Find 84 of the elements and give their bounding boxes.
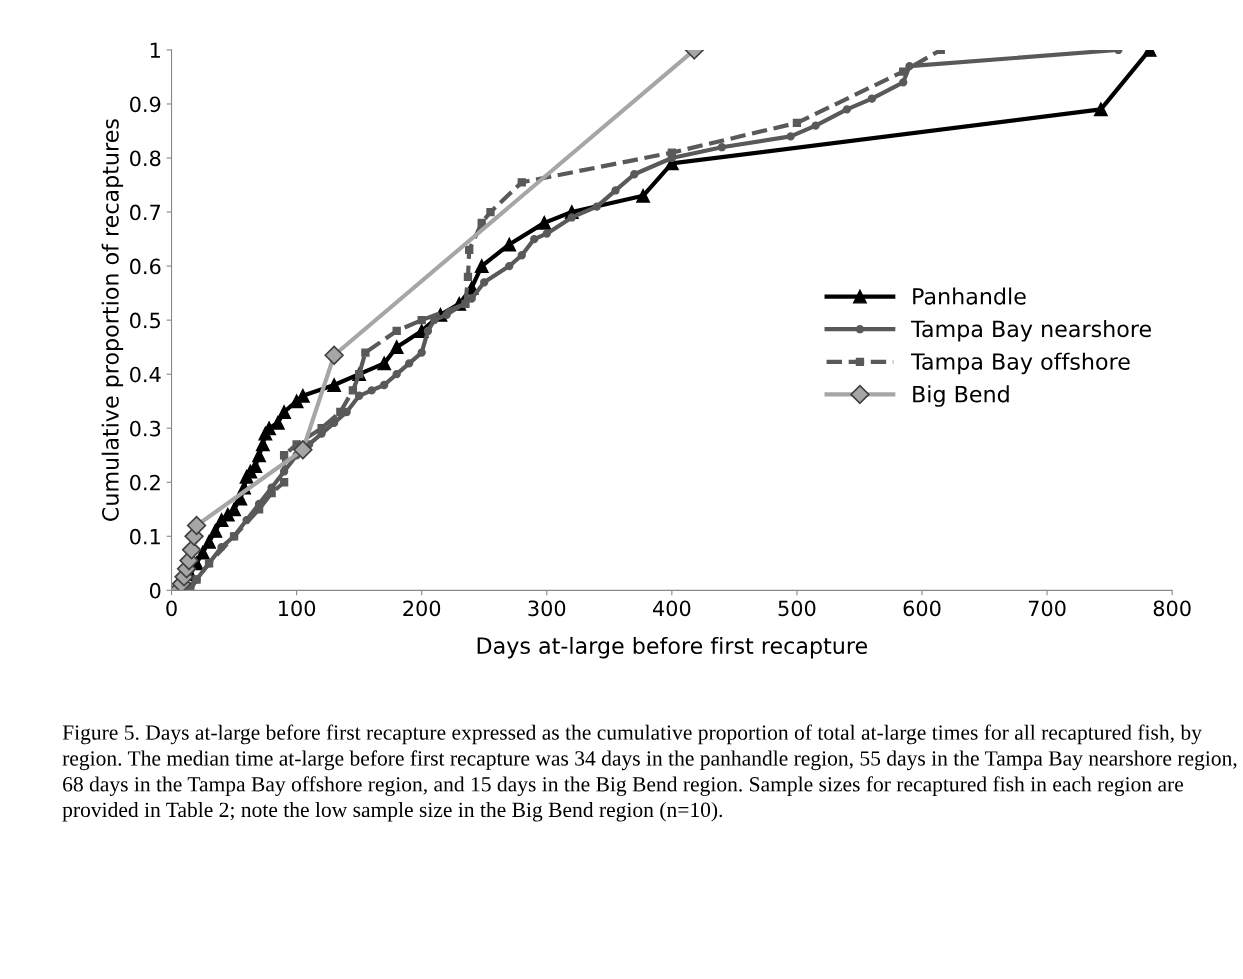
y-axis-title: Cumulative proportion of recaptures [101,119,124,521]
point [377,356,392,371]
point [379,380,389,390]
point [717,143,727,152]
point [293,440,313,460]
point [592,202,601,211]
point [567,213,576,222]
point [786,132,795,141]
x-tick-label: 400 [652,600,691,617]
x-tick-label: 600 [903,600,941,617]
x-axis-title: Days at-large before first recapture [477,636,867,659]
point [208,523,223,538]
point [392,370,401,379]
y-tick-label: 1 [150,42,160,58]
point [327,378,342,392]
point [542,229,551,238]
point [463,272,473,282]
point [392,326,401,336]
point [279,451,289,460]
point [811,121,820,130]
point [277,405,292,419]
caption: Figure 5. Days at-large before first recapture expressed as the cumulative proportion of total at-large times for all recaptured fish, by region. The median time at-large before first recapture was 34 days in the panhandle region, 55 days in the Tampa Bay nearshore region, 68 days in the Tampa Bay offshore region, and 15 days in the Big Bend region. Sample sizes for recaptured fish in each region are provided in Table 2; note the low sample size in the Big Bend region (n=10). [62,724,1237,822]
point [267,488,276,498]
x-tick-label: 200 [403,600,441,617]
legend-label: Big Bend [913,385,1009,407]
point [417,348,426,357]
legend-label: Tampa Bay offshore [910,352,1130,375]
point [537,215,552,230]
point [192,575,201,584]
x-tick-label: 500 [778,600,816,617]
point [348,386,358,395]
point [517,251,526,260]
point [480,278,489,287]
point [361,348,370,357]
x-tick-label: 800 [1153,600,1191,617]
point [254,505,264,514]
x-tick-label: 700 [1028,600,1066,617]
point [354,391,364,400]
point [186,515,207,536]
point [324,345,344,365]
y-tick-label: 0.5 [130,312,160,329]
point [486,207,495,217]
point [517,178,526,187]
legend-label: Tampa Bay nearshore [910,320,1151,342]
point [667,148,677,157]
point [502,237,517,252]
y-tick-label: 0.8 [130,150,161,167]
point [465,245,474,255]
y-tick-label: 0.2 [130,474,160,491]
y-tick-label: 0 [149,582,161,599]
y-tick-label: 0.6 [130,258,161,275]
point [336,407,345,417]
point [842,105,852,114]
x-tick-label: 300 [528,600,566,617]
point [423,326,433,336]
point [389,340,404,355]
point [1093,102,1108,117]
y-tick-label: 0.4 [130,366,161,383]
point [417,315,426,325]
point [611,186,620,195]
point [202,534,217,549]
y-tick-label: 0.9 [130,96,161,113]
point [195,545,210,560]
point [474,259,489,274]
point [899,78,908,87]
point [905,61,914,71]
point [467,294,476,303]
point [279,478,289,487]
point [367,386,376,395]
y-tick-label: 0.3 [130,420,161,437]
legend-label: Panhandle [913,287,1026,305]
y-tick-label: 0.7 [130,204,161,221]
y-tick-label: 0.1 [130,528,160,545]
x-tick-label: 100 [279,600,316,617]
point [227,502,242,517]
point [505,261,514,271]
point [867,94,877,103]
point [630,170,639,179]
point [792,118,802,128]
point [636,188,651,203]
point [405,359,414,368]
point [530,234,539,244]
x-tick-label: 0 [166,600,177,617]
point [181,540,202,560]
